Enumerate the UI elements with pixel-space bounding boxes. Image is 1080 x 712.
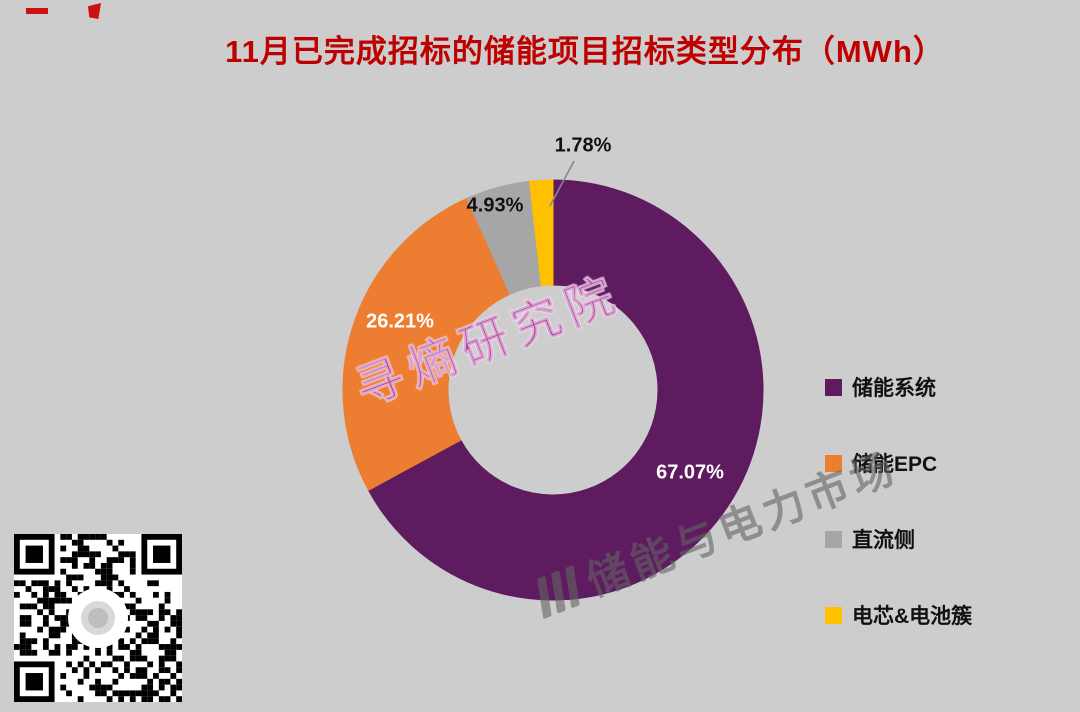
donut-slices [342,179,764,601]
legend-item-storage-epc: 储能EPC [825,448,972,478]
donut-slice-3 [529,179,554,287]
chart-title: 11月已完成招标的储能项目招标类型分布（MWh） [225,34,945,69]
slice-label-orange: 26.21% [366,310,434,333]
qr-code [14,534,182,702]
legend-swatch-purple [825,378,842,396]
legend-label: 电芯&电池簇 [852,605,973,628]
slice-label-yellow: 1.78% [554,134,612,157]
legend-label: 储能系统 [852,377,936,400]
legend-swatch-orange [825,454,842,472]
qr-code-image [14,534,182,702]
slice-label-gray: 4.93% [466,194,524,217]
legend-swatch-gray [825,530,842,548]
red-artifact-mark [26,8,48,14]
legend-item-cell-battery-cluster: 电芯&电池簇 [825,600,972,630]
donut-slice-1 [342,197,511,491]
slice-label-purple: 67.07% [656,461,724,484]
legend-label: 直流侧 [852,529,915,552]
red-artifact-mark [88,3,101,19]
legend-label: 储能EPC [852,453,938,476]
donut-slice-0 [367,179,764,601]
leader-line-1-78 [549,160,575,207]
chart-legend: 储能系统 储能EPC 直流侧 电芯&电池簇 [825,372,972,630]
legend-swatch-yellow [825,606,842,624]
legend-item-dc-side: 直流侧 [825,524,972,554]
legend-item-storage-system: 储能系统 [825,372,972,402]
